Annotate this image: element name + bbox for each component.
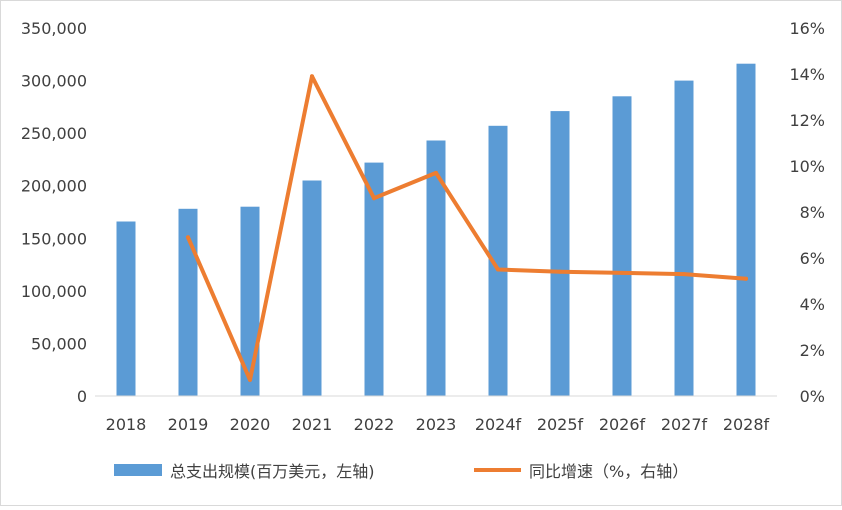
bar-2025f: [550, 111, 570, 396]
growth-line: [186, 74, 748, 382]
bar-2027f: [674, 80, 694, 396]
x-tick-label: 2024f: [475, 415, 522, 434]
right-tick-label: 6%: [800, 249, 825, 268]
bar-2018: [116, 221, 136, 396]
growth-point-2025f: [558, 269, 562, 274]
bar-2024f: [488, 125, 508, 397]
left-tick-label: 200,000: [21, 177, 87, 196]
bar-2023: [426, 140, 446, 396]
left-tick-label: 0: [77, 387, 87, 406]
growth-point-2028f: [744, 276, 748, 281]
growth-point-2022: [372, 196, 376, 201]
growth-point-2027f: [682, 272, 686, 277]
growth-point-2019: [186, 235, 190, 240]
right-tick-label: 2%: [800, 341, 825, 360]
bar-series: [116, 63, 756, 397]
bar-2019: [178, 208, 198, 396]
bar-2026f: [612, 96, 632, 397]
x-tick-label: 2022: [354, 415, 395, 434]
x-tick-label: 2019: [168, 415, 209, 434]
right-tick-label: 0%: [800, 387, 825, 406]
left-tick-label: 150,000: [21, 229, 87, 248]
bar-2022: [364, 162, 384, 396]
x-tick-label: 2026f: [599, 415, 646, 434]
left-tick-label: 300,000: [21, 72, 87, 91]
growth-point-2024f: [496, 267, 500, 272]
growth-point-2021: [310, 74, 314, 79]
growth-point-2026f: [620, 270, 624, 275]
left-tick-label: 50,000: [31, 334, 87, 353]
right-tick-label: 16%: [789, 19, 825, 38]
x-tick-label: 2027f: [661, 415, 708, 434]
x-axis-ticks: 2018 2019 2020 2021 2022 2023 2024f 2025f 2026f 2…: [106, 415, 770, 434]
left-tick-label: 250,000: [21, 124, 87, 143]
legend-label-line: 同比增速（%，右轴）: [529, 462, 688, 481]
right-tick-label: 8%: [800, 203, 825, 222]
bar-2028f: [736, 63, 756, 396]
x-tick-label: 2021: [292, 415, 333, 434]
growth-point-2020: [248, 377, 252, 382]
right-tick-label: 4%: [800, 295, 825, 314]
line-series: [186, 74, 748, 382]
right-tick-label: 14%: [789, 65, 825, 84]
x-tick-label: 2018: [106, 415, 147, 434]
growth-point-2023: [434, 170, 438, 175]
right-axis-ticks: 0% 2% 4% 6% 8% 10% 12% 14% 16%: [789, 19, 825, 406]
x-tick-label: 2025f: [537, 415, 584, 434]
x-tick-label: 2020: [230, 415, 271, 434]
legend-label-bar: 总支出规模(百万美元，左轴): [170, 462, 375, 481]
x-tick-label: 2023: [416, 415, 457, 434]
left-tick-label: 100,000: [21, 282, 87, 301]
legend: 总支出规模(百万美元，左轴) 同比增速（%，右轴）: [114, 462, 688, 481]
right-tick-label: 10%: [789, 157, 825, 176]
x-tick-label: 2028f: [723, 415, 770, 434]
legend-swatch-bar: [114, 464, 162, 476]
left-axis-ticks: 0 50,000 100,000 150,000 200,000 250,000 300,0…: [21, 19, 87, 406]
left-tick-label: 350,000: [21, 19, 87, 38]
right-tick-label: 12%: [789, 111, 825, 130]
bar-2021: [302, 180, 322, 396]
